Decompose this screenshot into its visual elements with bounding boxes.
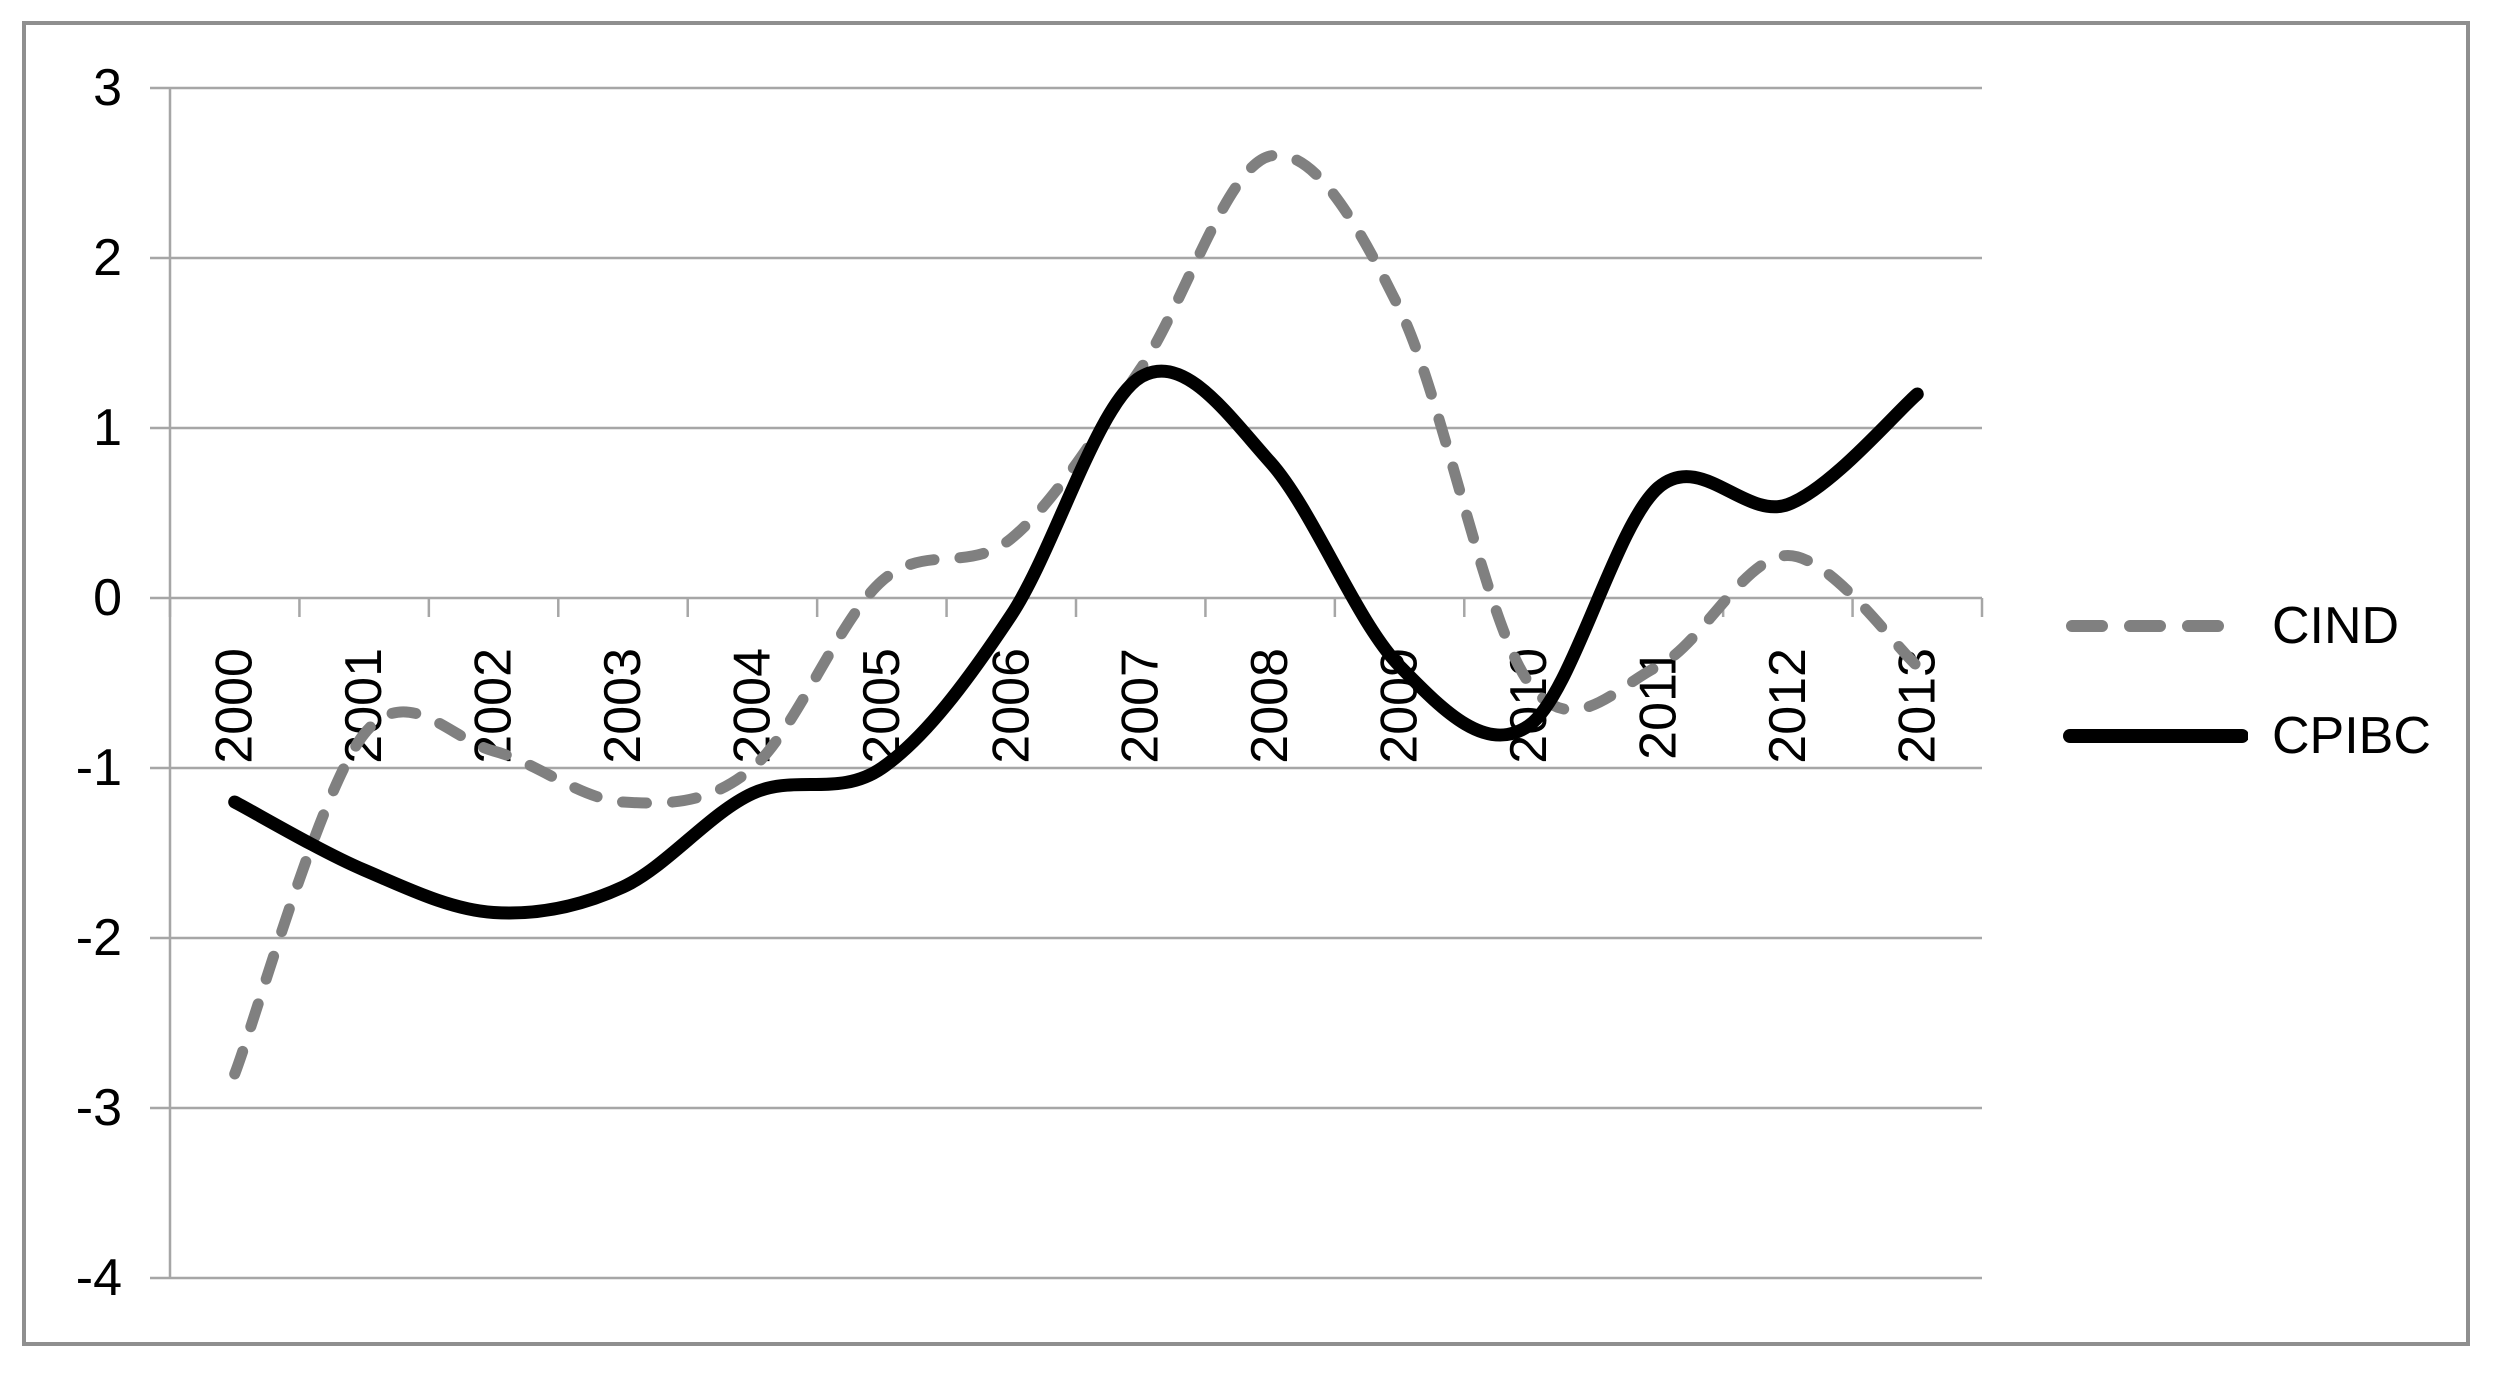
y-axis-tick-label: 3 (93, 59, 122, 117)
y-axis-tick-label: -3 (76, 1079, 122, 1137)
x-axis-year-label: 2002 (465, 648, 523, 764)
legend-label-cind: CIND (2272, 597, 2400, 655)
y-axis-tick-label: -1 (76, 739, 122, 797)
x-axis-year-label: 2007 (1112, 648, 1170, 764)
x-axis-year-label: 2001 (335, 648, 393, 764)
x-axis-year-label: 2000 (206, 648, 264, 764)
x-axis-year-label: 2011 (1629, 648, 1687, 760)
cpibc-series-line (228, 364, 1924, 920)
figure-border (22, 21, 2470, 1346)
y-axis-tick-label: -4 (76, 1249, 122, 1307)
y-axis-tick-label: 2 (93, 229, 122, 287)
y-axis-tick-label: 0 (93, 569, 122, 627)
y-axis-tick-label: -2 (76, 909, 122, 967)
legend-item-cpibc: CPIBC (2062, 703, 2431, 769)
x-axis-year-label: 2008 (1241, 648, 1299, 764)
cpibc-solid-line-swatch (2063, 729, 2248, 743)
x-axis-year-label: 2012 (1759, 648, 1817, 764)
legend-item-cind: CIND (2062, 593, 2431, 659)
x-axis-year-label: 2006 (982, 648, 1040, 764)
x-axis-year-label: 2003 (594, 648, 652, 764)
legend: CIND CPIBC (2062, 593, 2431, 769)
legend-label-cpibc: CPIBC (2272, 707, 2431, 765)
y-axis-tick-label: 1 (93, 399, 122, 457)
cind-dashed-line-swatch (2066, 620, 2244, 632)
